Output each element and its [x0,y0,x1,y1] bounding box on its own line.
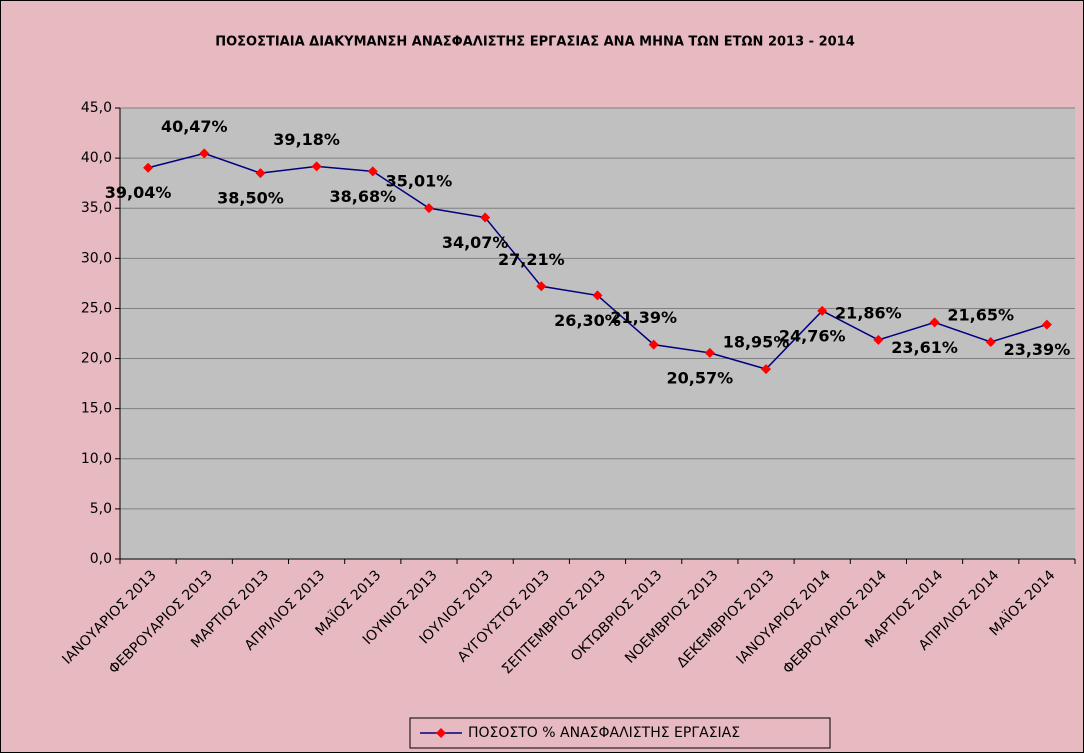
y-tick-label: 30,0 [81,250,112,266]
plot-area [120,108,1075,559]
data-point [985,337,996,348]
legend-box [409,717,831,749]
y-tick-label: 5,0 [90,501,112,517]
data-label: 20,57% [667,368,734,387]
data-point [199,148,210,159]
data-point [761,364,772,375]
legend-label: ΠΟΣΟΣΤΟ % ΑΝΑΣΦΑΛΙΣΤΗΣ ΕΡΓΑΣΙΑΣ [468,725,740,741]
y-tick-label: 20,0 [81,351,112,367]
y-tick-label: 25,0 [81,300,112,316]
data-label: 21,86% [835,303,902,322]
data-point [367,166,378,177]
data-label: 18,95% [723,333,790,352]
data-point [423,203,434,214]
legend: ΠΟΣΟΣΤΟ % ΑΝΑΣΦΑΛΙΣΤΗΣ ΕΡΓΑΣΙΑΣ [409,717,831,749]
data-label: 27,21% [498,250,565,269]
data-label: 39,18% [273,130,340,149]
data-label: 34,07% [442,233,509,252]
data-point [873,334,884,345]
data-label: 38,68% [329,187,396,206]
data-point [592,290,603,301]
y-tick-label: 40,0 [81,150,112,166]
data-label: 26,30% [554,311,621,330]
data-point [480,212,491,223]
data-label: 35,01% [386,172,453,191]
y-tick-label: 35,0 [81,200,112,216]
data-point [255,168,266,179]
chart-title: ΠΟΣΟΣΤΙΑΙΑ ΔΙΑΚΥΜΑΝΣΗ ΑΝΑΣΦΑΛΙΣΤΗΣ ΕΡΓΑΣ… [215,35,855,50]
y-tick-label: 45,0 [81,100,112,116]
data-point [704,347,715,358]
data-point [536,281,547,292]
data-label: 23,61% [891,338,958,357]
data-point [1041,319,1052,330]
data-point [929,317,940,328]
data-label: 24,76% [779,326,846,345]
y-tick-label: 15,0 [81,401,112,417]
data-point [817,305,828,316]
y-tick-label: 0,0 [90,551,112,567]
data-point [143,162,154,173]
data-point [648,339,659,350]
y-tick-label: 10,0 [81,451,112,467]
data-label: 40,47% [161,117,228,136]
data-point [311,161,322,172]
data-label: 23,39% [1004,340,1071,359]
legend-marker [436,728,446,738]
data-label: 21,65% [947,306,1014,325]
data-label: 21,39% [610,308,677,327]
data-label: 39,04% [105,183,172,202]
data-label: 38,50% [217,189,284,208]
